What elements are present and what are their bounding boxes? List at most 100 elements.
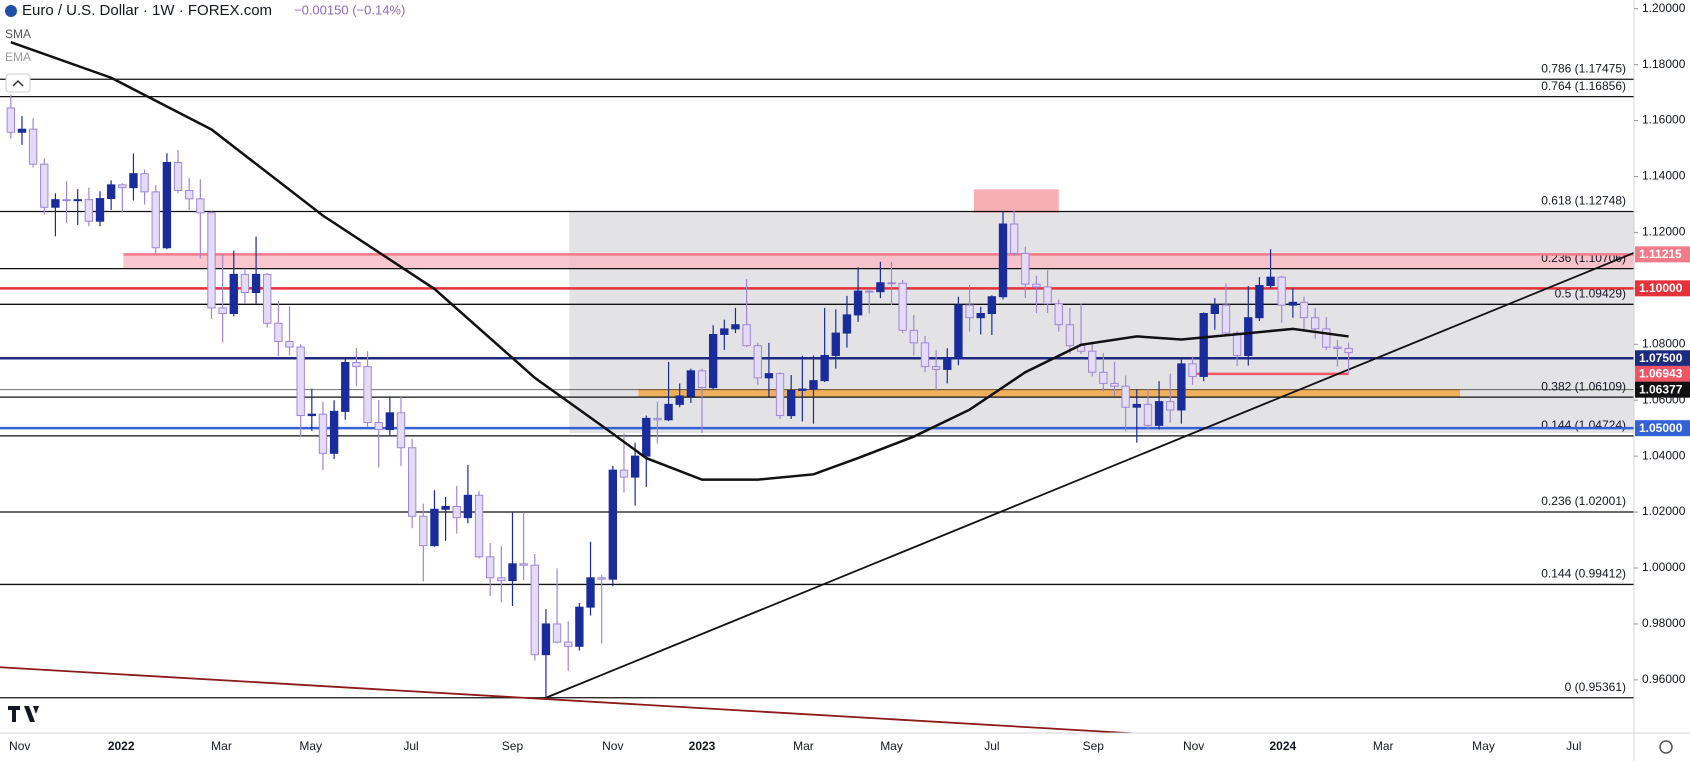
candle-body xyxy=(1110,382,1119,387)
y-tick-label: 1.16000 xyxy=(1642,113,1686,127)
zone xyxy=(123,254,1634,269)
candle-body xyxy=(720,328,729,335)
fib-label: 0.382 (1.06109) xyxy=(1541,379,1626,393)
x-tick-label: Nov xyxy=(9,739,30,753)
indicator-sma[interactable]: SMA xyxy=(5,27,31,41)
settings-icon[interactable] xyxy=(1659,740,1673,754)
candle-body xyxy=(118,184,127,189)
y-tick-label: 1.20000 xyxy=(1642,1,1686,15)
candle-body xyxy=(876,282,885,293)
candle-body xyxy=(363,366,372,424)
x-tick-label: May xyxy=(880,739,903,753)
candle-body xyxy=(630,455,640,478)
candle-body xyxy=(218,307,227,315)
candle-body xyxy=(1288,301,1298,306)
candle-body xyxy=(1009,223,1019,254)
price-badge xyxy=(1635,280,1690,297)
fib-label: 0.144 (0.99412) xyxy=(1541,567,1626,581)
collapse-icon xyxy=(12,79,24,87)
candle-body xyxy=(541,623,551,656)
candle-body xyxy=(708,333,718,389)
candle-body xyxy=(519,563,528,566)
candle-body xyxy=(1255,285,1264,319)
tv-logo xyxy=(8,706,39,722)
y-tick-label: 1.18000 xyxy=(1642,57,1686,71)
candle-body xyxy=(1188,363,1197,377)
candle-body xyxy=(474,494,484,558)
candle-body xyxy=(497,577,506,582)
candle-body xyxy=(341,361,350,412)
candle-body xyxy=(84,199,94,222)
y-tick-label: 0.96000 xyxy=(1642,672,1686,686)
candle-body xyxy=(642,417,651,457)
collapse-button[interactable] xyxy=(5,73,31,93)
candle-body xyxy=(1021,252,1030,285)
candle-body xyxy=(17,128,27,133)
y-tick-label: 1.00000 xyxy=(1642,560,1686,574)
candle-body xyxy=(207,212,216,309)
x-tick-label: Mar xyxy=(211,739,232,753)
candle-body xyxy=(352,361,361,368)
candle-body xyxy=(1221,304,1231,334)
candle-body xyxy=(251,273,261,294)
candle-body xyxy=(965,304,974,319)
candle-body xyxy=(664,403,673,421)
candle-body xyxy=(954,304,963,359)
candle-body xyxy=(1310,317,1320,330)
x-tick-label: 2024 xyxy=(1269,739,1296,753)
price-badge-label: 1.11215 xyxy=(1639,247,1682,261)
candle-body xyxy=(318,413,328,454)
price-badge xyxy=(1635,350,1690,367)
price-badge-label: 1.06377 xyxy=(1639,382,1683,396)
fib-label: 0.5 (1.09429) xyxy=(1555,286,1626,300)
candle-body xyxy=(697,370,707,389)
x-tick-label: Jul xyxy=(403,739,418,753)
x-tick-label: Sep xyxy=(1083,739,1105,753)
fib-label: 0.236 (1.10706) xyxy=(1541,251,1626,265)
candle-body xyxy=(530,564,539,656)
candle-body xyxy=(419,515,428,547)
candle-body xyxy=(1232,332,1242,356)
x-tick-label: Nov xyxy=(1183,739,1204,753)
candle-body xyxy=(51,199,60,208)
candle-body xyxy=(1244,317,1253,356)
symbol-title: Euro / U.S. Dollar · 1W · FOREX.com xyxy=(22,2,272,19)
plot-area: 0.786 (1.17475) 0.764 (1.16856) 0.618 (1.1… xyxy=(0,41,1634,733)
indicator-ema[interactable]: EMA xyxy=(5,50,31,64)
price-badge xyxy=(1635,246,1690,263)
candle-body xyxy=(1344,347,1353,354)
zone xyxy=(974,189,1059,213)
candle-body xyxy=(1277,276,1286,306)
candle-body xyxy=(374,422,383,431)
candle-body xyxy=(296,346,305,417)
candle-body xyxy=(1177,363,1186,411)
candle-body xyxy=(998,223,1008,298)
candle-body xyxy=(575,606,584,647)
candle-body xyxy=(40,163,49,208)
fib-label: 0.764 (1.16856) xyxy=(1541,79,1626,93)
candle-body xyxy=(263,273,272,324)
candle-body xyxy=(619,469,629,478)
candle-body xyxy=(798,388,807,391)
candle-body xyxy=(229,273,238,315)
candle-body xyxy=(887,282,896,285)
candle-body xyxy=(508,563,517,582)
candle-body xyxy=(820,354,829,382)
candle-body xyxy=(396,412,406,449)
candle-body xyxy=(240,273,250,294)
fib-label: 0 (0.95361) xyxy=(1565,680,1626,694)
symbol-icon xyxy=(5,5,17,17)
fib-label: 0.236 (1.02001) xyxy=(1541,494,1626,508)
candle-body xyxy=(764,373,774,379)
candle-body xyxy=(1099,371,1108,384)
y-tick-label: 1.08000 xyxy=(1642,336,1686,350)
price-change: −0.00150 (−0.14%) xyxy=(294,2,405,17)
candle-body xyxy=(1333,346,1342,349)
candle-body xyxy=(1043,286,1052,305)
candle-body xyxy=(731,324,740,330)
candle-body xyxy=(62,199,71,202)
candle-body xyxy=(151,191,160,249)
sma-line xyxy=(10,41,1349,481)
x-tick-label: Mar xyxy=(1373,739,1394,753)
